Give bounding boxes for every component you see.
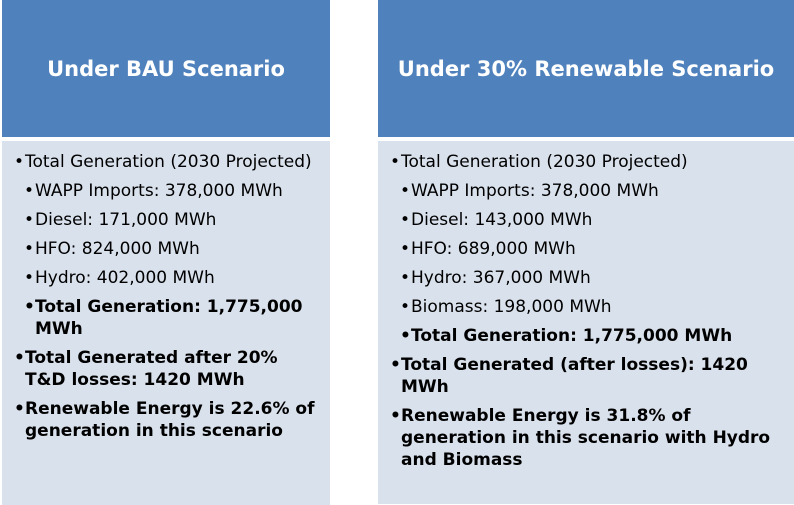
renewable-item-biomass: • Biomass: 198,000 MWh — [400, 297, 612, 317]
bullet: • — [14, 348, 25, 368]
renewable-item-hydro: • Hydro: 367,000 MWh — [400, 268, 591, 288]
renewable-item-total-generation-projected: • Total Generation (2030 Projected) — [390, 152, 688, 172]
bullet: • — [400, 210, 411, 230]
renewable-item-hfo: • HFO: 689,000 MWh — [400, 239, 576, 259]
bullet: • — [400, 268, 411, 288]
renewable-scenario-header: Under 30% Renewable Scenario — [378, 0, 794, 137]
bau-item-total-generated-after-losses: • Total Generated after 20% T&D losses: 1… — [14, 348, 278, 390]
bullet: • — [400, 239, 411, 259]
bullet: • — [400, 297, 411, 317]
bullet: • — [400, 181, 411, 201]
bau-item-wapp-imports: • WAPP Imports: 378,000 MWh — [24, 181, 283, 201]
bullet: • — [14, 152, 25, 172]
bau-scenario-body: • Total Generation (2030 Projected) • WAPP… — [2, 141, 330, 505]
bullet: • — [390, 406, 401, 426]
renewable-item-total-generated-after-losses: • Total Generated (after losses): 1420 MW… — [390, 355, 748, 397]
bau-item-total-generation-projected: • Total Generation (2030 Projected) — [14, 152, 312, 172]
bau-item-total-generation: • Total Generation: 1,775,000 MWh — [24, 297, 303, 339]
bullet: • — [24, 210, 35, 230]
bau-item-hfo: • HFO: 824,000 MWh — [24, 239, 200, 259]
renewable-item-total-generation: • Total Generation: 1,775,000 MWh — [400, 326, 733, 346]
renewable-item-diesel: • Diesel: 143,000 MWh — [400, 210, 593, 230]
bullet: • — [24, 268, 35, 288]
bullet: • — [390, 355, 401, 375]
renewable-scenario-body: • Total Generation (2030 Projected) • WAPP… — [378, 141, 794, 504]
bullet: • — [24, 239, 35, 259]
bullet: • — [390, 152, 401, 172]
bullet: • — [14, 399, 25, 419]
bullet: • — [400, 326, 411, 346]
bau-item-renewable-share: • Renewable Energy is 22.6% of generation… — [14, 399, 315, 441]
bau-scenario-header: Under BAU Scenario — [2, 0, 330, 137]
bau-item-diesel: • Diesel: 171,000 MWh — [24, 210, 217, 230]
renewable-item-renewable-share: • Renewable Energy is 31.8% of generation… — [390, 406, 771, 470]
bullet: • — [24, 297, 35, 317]
bau-item-hydro: • Hydro: 402,000 MWh — [24, 268, 215, 288]
renewable-item-wapp-imports: • WAPP Imports: 378,000 MWh — [400, 181, 659, 201]
bullet: • — [24, 181, 35, 201]
